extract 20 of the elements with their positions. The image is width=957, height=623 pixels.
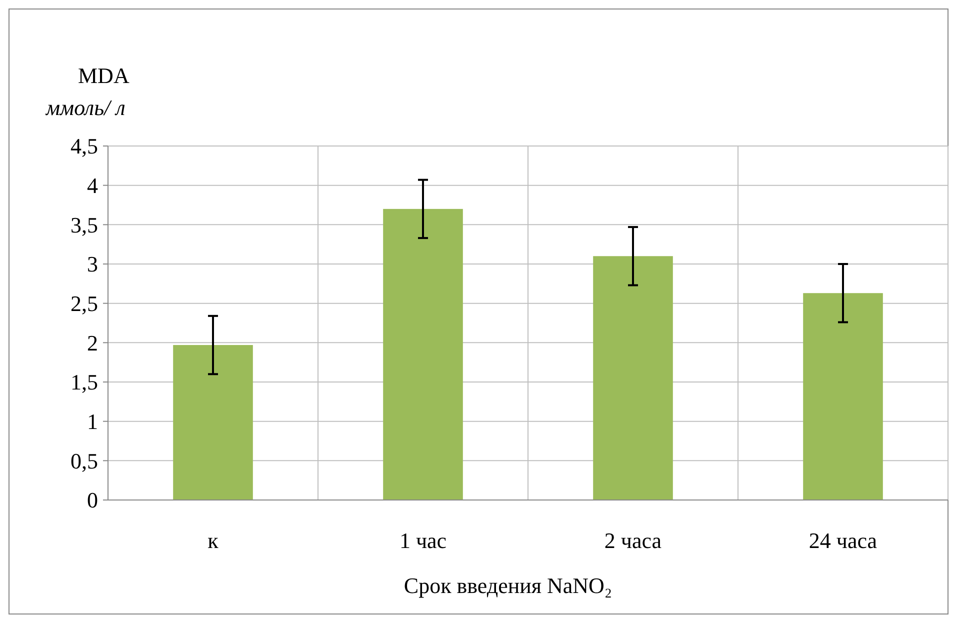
x-tick-label: 24 часа <box>808 528 878 553</box>
y-tick-label: 0,5 <box>70 448 98 474</box>
y-tick-label: 2 <box>87 330 98 356</box>
y-tick-label: 2,5 <box>70 291 98 316</box>
x-tick-label: 2 часа <box>604 528 662 553</box>
bar <box>173 345 253 500</box>
y-tick-label: 3 <box>87 252 98 277</box>
bar <box>803 293 883 500</box>
y-tick-label: 1 <box>87 409 98 434</box>
x-tick-label: к <box>208 528 219 553</box>
y-tick-label: 1,5 <box>70 370 98 395</box>
y-tick-label: 4,5 <box>70 134 98 159</box>
y-tick-label: 0 <box>87 488 98 513</box>
bar <box>383 208 463 500</box>
x-axis-title: Срок введения NaNO₂ <box>404 573 612 598</box>
y-axis-title: MDA ммоль/ л <box>45 63 130 120</box>
y-tick-label: 3,5 <box>70 212 98 238</box>
y-tick-label: 4 <box>87 173 98 198</box>
x-tick-label: 1 час <box>399 528 447 553</box>
bar <box>593 256 673 500</box>
